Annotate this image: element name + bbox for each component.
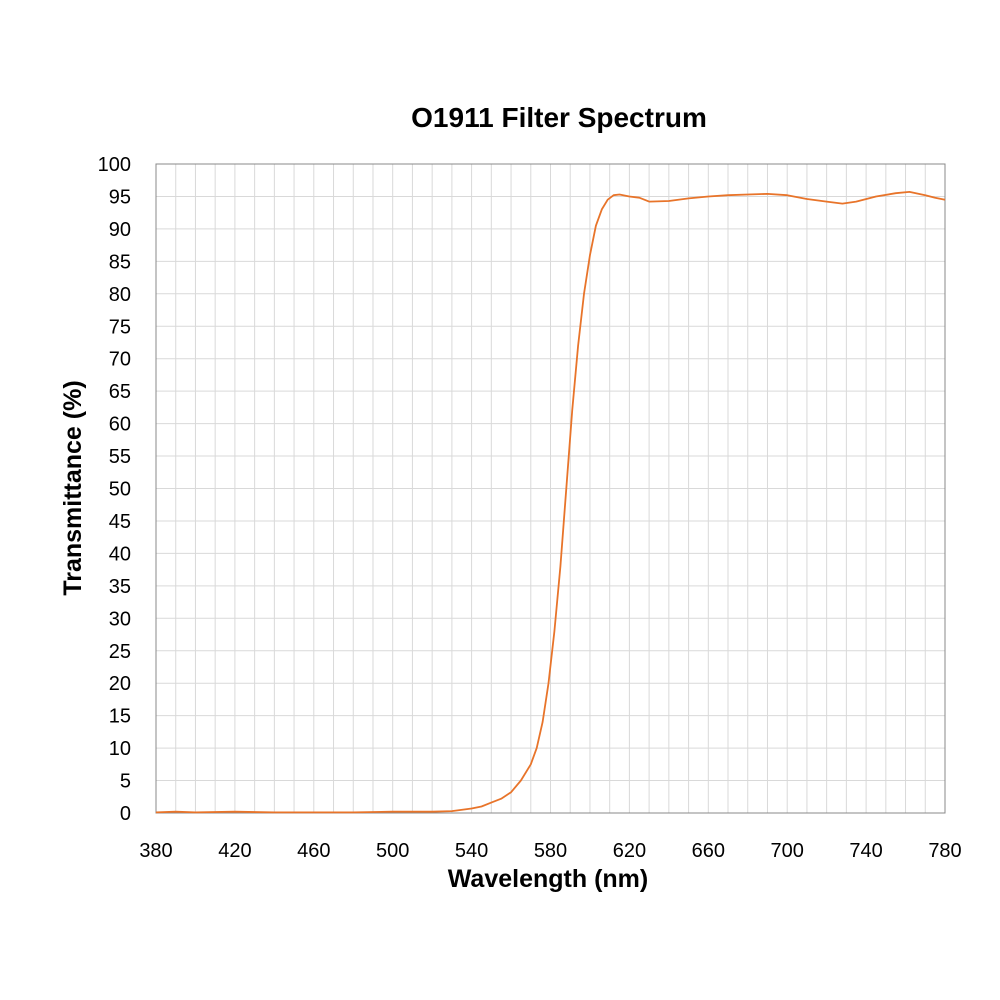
y-tick-label: 85 xyxy=(109,251,131,273)
y-tick-label: 10 xyxy=(109,738,131,760)
y-tick-label: 80 xyxy=(109,284,131,306)
y-tick-label: 0 xyxy=(120,803,131,825)
x-tick-label: 460 xyxy=(297,840,330,862)
x-tick-label: 620 xyxy=(613,840,646,862)
y-tick-label: 65 xyxy=(109,381,131,403)
x-tick-label: 780 xyxy=(928,840,961,862)
y-tick-label: 40 xyxy=(109,543,131,565)
y-tick-label: 95 xyxy=(109,186,131,208)
x-tick-label: 380 xyxy=(139,840,172,862)
y-tick-label: 25 xyxy=(109,641,131,663)
gridlines xyxy=(156,164,945,813)
x-axis-label: Wavelength (nm) xyxy=(448,865,648,893)
y-tick-label: 15 xyxy=(109,706,131,728)
x-axis-ticks: 380 420 460 500 540 580 620 660 700 740 780 xyxy=(139,840,961,862)
y-axis-label: Transmittance (%) xyxy=(59,380,87,595)
chart-title: O1911 Filter Spectrum xyxy=(411,102,707,133)
series-group xyxy=(155,190,946,814)
y-tick-label: 35 xyxy=(109,576,131,598)
x-tick-label: 540 xyxy=(455,840,488,862)
x-tick-label: 700 xyxy=(771,840,804,862)
y-tick-label: 90 xyxy=(109,219,131,241)
y-tick-label: 30 xyxy=(109,608,131,630)
x-tick-label: 740 xyxy=(849,840,882,862)
y-tick-label: 20 xyxy=(109,673,131,695)
y-tick-label: 70 xyxy=(109,349,131,371)
x-tick-label: 660 xyxy=(692,840,725,862)
x-tick-label: 500 xyxy=(376,840,409,862)
y-tick-label: 5 xyxy=(120,771,131,793)
x-tick-label: 580 xyxy=(534,840,567,862)
y-tick-label: 75 xyxy=(109,316,131,338)
y-tick-label: 60 xyxy=(109,414,131,436)
series-line-transmittance xyxy=(155,190,946,814)
y-axis-ticks: 0 5 10 15 20 25 30 35 40 45 50 55 60 65 70 75 80 85 90 95 10… xyxy=(98,154,131,825)
plot-border xyxy=(155,163,946,814)
y-tick-label: 100 xyxy=(98,154,131,176)
y-tick-label: 50 xyxy=(109,479,131,501)
y-tick-label: 45 xyxy=(109,511,131,533)
x-tick-label: 420 xyxy=(218,840,251,862)
y-tick-label: 55 xyxy=(109,446,131,468)
